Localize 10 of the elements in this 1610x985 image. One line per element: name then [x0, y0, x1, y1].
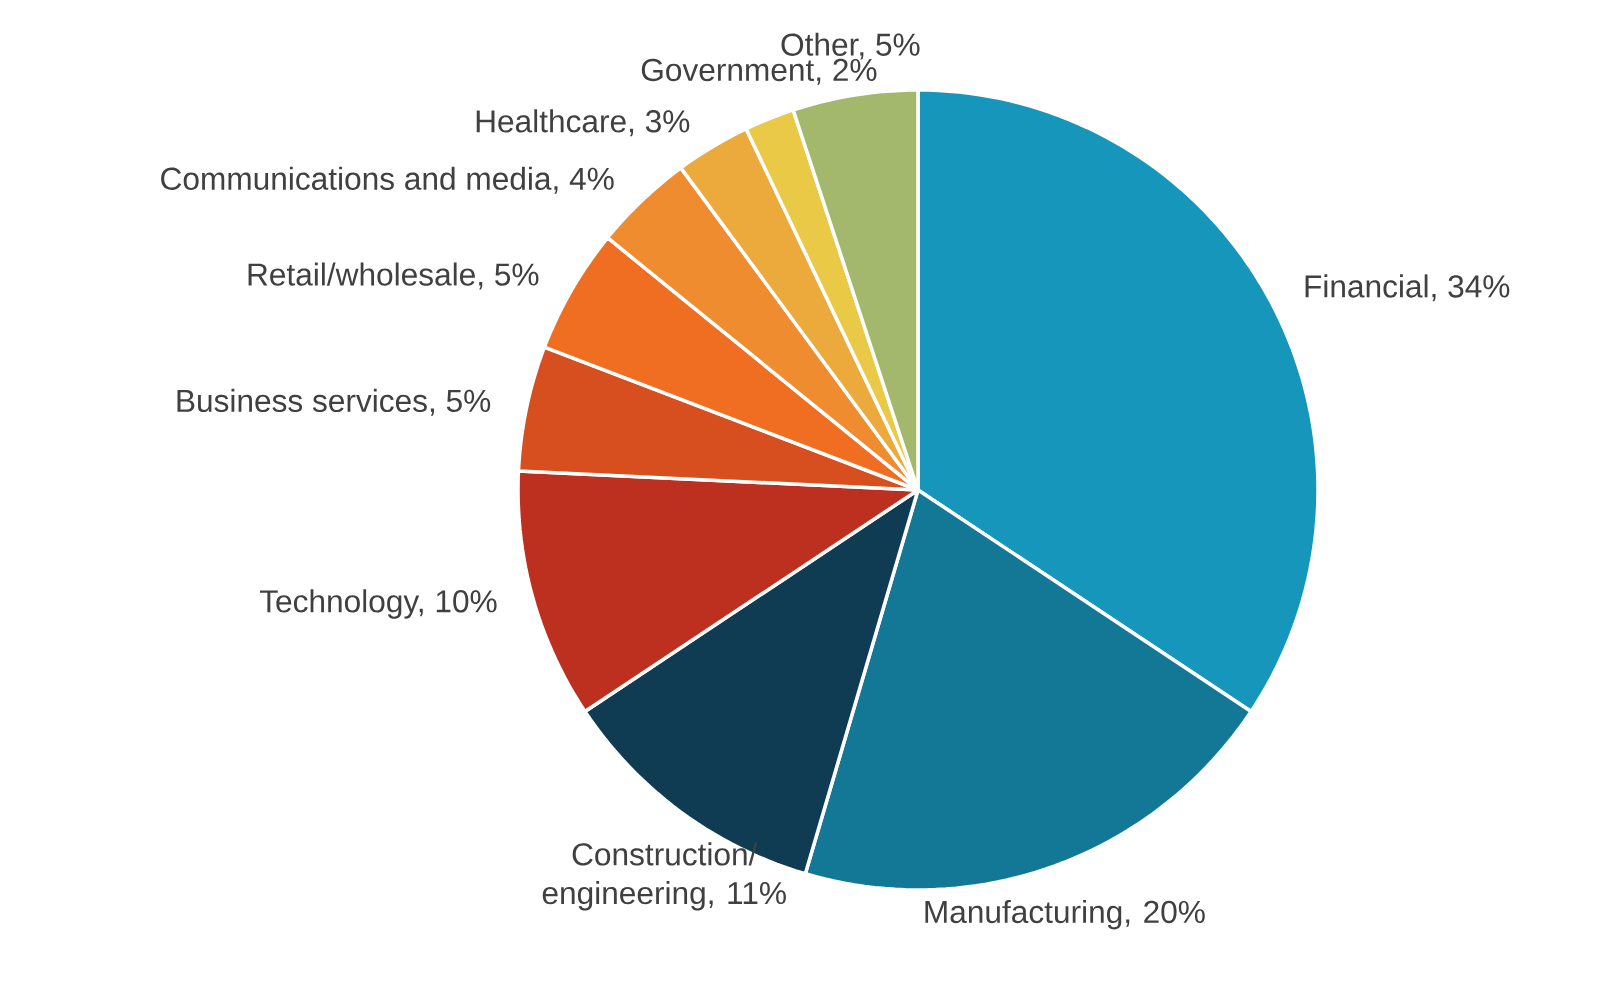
- slice-label: Construction/ engineering, 11%: [542, 842, 786, 911]
- slice-label: Retail/wholesale, 5%: [248, 262, 539, 290]
- slice-label: Government, 2%: [641, 58, 877, 85]
- slice-label: Technology, 10%: [259, 589, 497, 619]
- slice-label: Manufacturing, 20%: [925, 899, 1205, 930]
- slice-label: Healthcare, 3%: [476, 109, 690, 137]
- slice-label: Other, 5%: [781, 32, 920, 60]
- slice-label: Business services, 5%: [177, 388, 491, 416]
- slice-label: Communications and media, 4%: [161, 166, 614, 194]
- slice-label: Financial, 34%: [1305, 274, 1510, 302]
